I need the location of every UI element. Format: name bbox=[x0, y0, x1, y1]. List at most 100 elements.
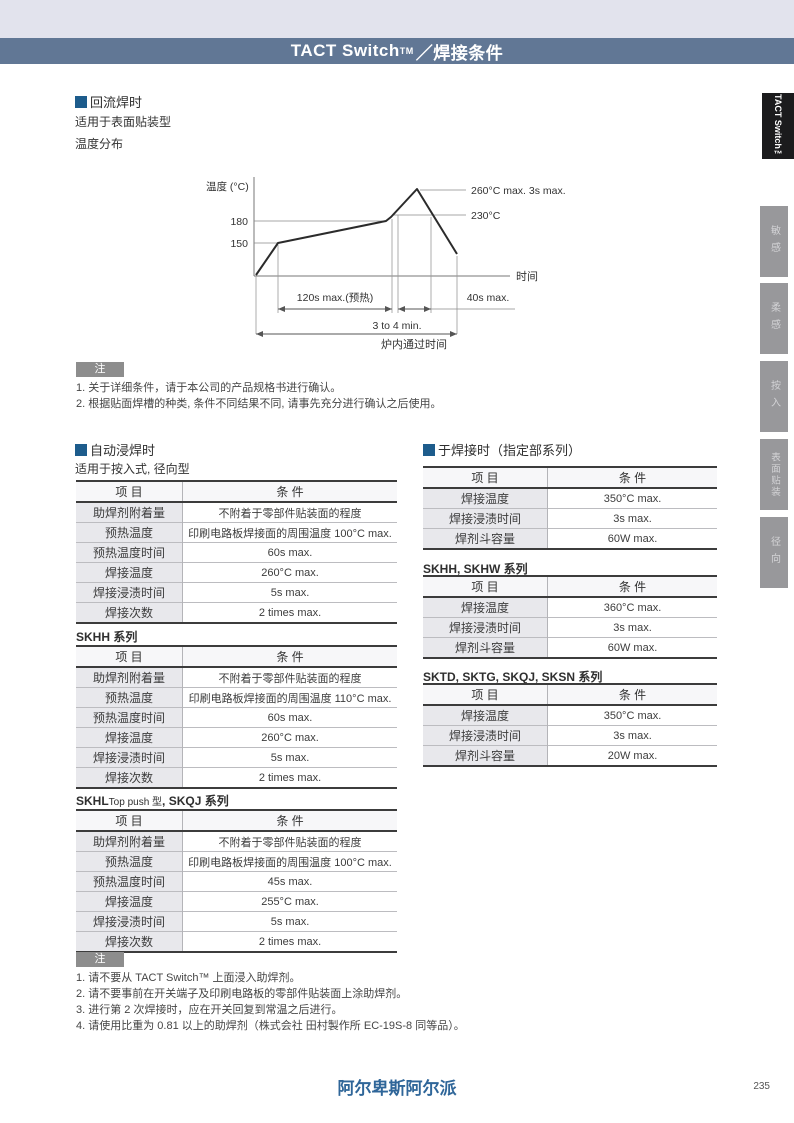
annotation-total: 3 to 4 min. bbox=[372, 320, 421, 332]
section-reflow-header: 回流焊时 bbox=[75, 92, 142, 111]
tick-180: 180 bbox=[230, 216, 248, 228]
tick-150: 150 bbox=[230, 238, 248, 250]
iron-table-default: 项 目 条 件 焊接温度 350°C max. 焊接浸渍时间 3s max. 焊剂斗… bbox=[423, 466, 717, 550]
trademark-sup: TM bbox=[399, 46, 414, 56]
iron-table-sktd-group: 项 目 条 件 焊接温度 350°C max. 焊接浸渍时间 3s max. 焊剂斗… bbox=[423, 683, 717, 767]
section-iron-title: 于焊接时（指定部系列） bbox=[438, 443, 582, 458]
side-tab-smt: 表面贴装 bbox=[760, 439, 788, 510]
section-reflow-title: 回流焊时 bbox=[90, 95, 143, 110]
page-title-cn: ／焊接条件 bbox=[415, 43, 504, 63]
table-title-skhh: SKHH 系列 bbox=[76, 630, 138, 644]
table-row: 焊接温度 350°C max. bbox=[423, 488, 717, 509]
annotation-230: 230°C bbox=[471, 210, 501, 222]
table-row: 助焊剂附着量 不附着于零部件贴装面的程度 bbox=[76, 667, 397, 688]
table-row: 焊接浸渍时间 3s max. bbox=[423, 617, 717, 638]
table-title-skhl-skqj: SKHLTop push 型, SKQJ 系列 bbox=[76, 792, 229, 809]
table-title-sktd-group: SKTD, SKTG, SKQJ, SKSN 系列 bbox=[423, 670, 603, 684]
col-header-cond: 条 件 bbox=[547, 576, 717, 598]
reflow-subtitle-1: 适用于表面贴装型 bbox=[75, 115, 172, 129]
table-row: 助焊剂附着量 不附着于零部件贴装面的程度 bbox=[76, 831, 397, 852]
table-row: 焊接次数 2 times max. bbox=[76, 931, 397, 952]
section-dip-header: 自动浸焊时 bbox=[75, 440, 155, 459]
note-item: 2. 根据贴面焊槽的种类, 条件不同结果不同, 请事先充分进行确认之后使用。 bbox=[76, 398, 442, 410]
note-item: 1. 请不要从 TACT Switch™ 上面浸入助焊剂。 bbox=[76, 972, 301, 984]
table-row: 焊剂斗容量 20W max. bbox=[423, 745, 717, 766]
arrow-left-icon bbox=[398, 306, 405, 312]
table-row: 焊接温度 350°C max. bbox=[423, 705, 717, 726]
table-row: 焊接浸渍时间 5s max. bbox=[76, 747, 397, 768]
note-item: 2. 请不要事前在开关端子及印刷电路板的零部件贴装面上涂助焊剂。 bbox=[76, 988, 408, 1000]
table-title-mid: Top push 型 bbox=[108, 797, 163, 808]
side-tab-anru: 按入 bbox=[760, 361, 788, 432]
table-title-skhh-skhw: SKHH, SKHW 系列 bbox=[423, 562, 528, 576]
table-row: 焊接浸渍时间 3s max. bbox=[423, 508, 717, 529]
table-title-bold: SKHL bbox=[76, 794, 109, 808]
section-bullet-icon bbox=[75, 95, 87, 108]
reflow-subtitle-2: 温度分布 bbox=[75, 137, 124, 151]
note-item: 3. 进行第 2 次焊接时，应在开关回复到常温之后进行。 bbox=[76, 1004, 343, 1016]
dip-table-skhh: 项 目 条 件 助焊剂附着量 不附着于零部件贴装面的程度 预热温度 印刷电路板焊接面… bbox=[76, 645, 397, 789]
table-row: 焊接浸渍时间 5s max. bbox=[76, 911, 397, 932]
chart-x-label: 时间 bbox=[516, 270, 538, 283]
col-header-item: 项 目 bbox=[423, 576, 548, 598]
table-row: 预热温度时间 45s max. bbox=[76, 871, 397, 892]
col-header-cond: 条 件 bbox=[547, 467, 717, 489]
arrow-right-icon bbox=[385, 306, 392, 312]
note-block-top: 注 1. 关于详细条件，请于本公司的产品规格书进行确认。 2. 根据贴面焊槽的种… bbox=[76, 362, 556, 412]
note-item: 4. 请使用比重为 0.81 以上的助焊剂（株式会社 田村製作所 EC-19S-… bbox=[76, 1020, 465, 1032]
page-title-latin: TACT Switch bbox=[290, 41, 400, 60]
note-item: 1. 关于详细条件，请于本公司的产品规格书进行确认。 bbox=[76, 382, 342, 394]
table-title-bold: , SKQJ 系列 bbox=[162, 794, 229, 808]
col-header-item: 项 目 bbox=[423, 467, 548, 489]
section-bullet-icon bbox=[423, 443, 435, 456]
section-bullet-icon bbox=[75, 443, 87, 456]
side-tab-minggan: 敏感 bbox=[760, 206, 788, 277]
col-header-cond: 条 件 bbox=[182, 481, 397, 503]
table-row: 预热温度 印刷电路板焊接面的周围温度 100°C max. bbox=[76, 522, 397, 543]
col-header-cond: 条 件 bbox=[182, 646, 397, 668]
table-row: 焊接温度 360°C max. bbox=[423, 597, 717, 618]
iron-table-skhh-skhw: 项 目 条 件 焊接温度 360°C max. 焊接浸渍时间 3s max. 焊剂斗… bbox=[423, 575, 717, 659]
footer-brand: 阿尔卑斯阿尔派 bbox=[337, 1079, 457, 1098]
note-block-bottom: 注 1. 请不要从 TACT Switch™ 上面浸入助焊剂。 2. 请不要事前… bbox=[76, 952, 596, 1034]
annotation-260: 260°C max. 3s max. bbox=[471, 185, 566, 197]
table-row: 预热温度 印刷电路板焊接面的周围温度 100°C max. bbox=[76, 851, 397, 872]
annotation-40s: 40s max. bbox=[467, 292, 510, 304]
top-margin-band bbox=[0, 0, 794, 38]
arrow-left-icon bbox=[256, 331, 263, 337]
col-header-cond: 条 件 bbox=[182, 810, 397, 832]
table-row: 预热温度时间 60s max. bbox=[76, 707, 397, 728]
section-dip-title: 自动浸焊时 bbox=[90, 443, 156, 458]
page-number: 235 bbox=[753, 1081, 770, 1092]
chart-y-label: 温度 (°C) bbox=[206, 180, 249, 193]
table-row: 焊接温度 260°C max. bbox=[76, 727, 397, 748]
side-tab-rougan: 柔感 bbox=[760, 283, 788, 354]
reflow-profile-chart: 温度 (°C) 180 150 时间 260°C max. 3s max. 23… bbox=[206, 177, 566, 351]
table-row: 焊接次数 2 times max. bbox=[76, 767, 397, 788]
page-title: TACT Switch TM ／焊接条件 bbox=[0, 38, 794, 64]
table-row: 焊接温度 255°C max. bbox=[76, 891, 397, 912]
section-iron-header: 于焊接时（指定部系列） bbox=[423, 440, 581, 459]
note-label: 注 bbox=[76, 952, 124, 967]
dip-subtitle: 适用于按入式, 径向型 bbox=[75, 462, 190, 476]
side-tab-radial: 径向 bbox=[760, 517, 788, 588]
table-row: 焊剂斗容量 60W max. bbox=[423, 528, 717, 549]
side-tab-tact-switch: TACT Switch™ bbox=[762, 93, 794, 159]
table-row: 焊接温度 260°C max. bbox=[76, 562, 397, 583]
dip-table-default: 项 目 条 件 助焊剂附着量 不附着于零部件贴装面的程度 预热温度 印刷电路板焊接面… bbox=[76, 480, 397, 624]
temperature-profile-line bbox=[255, 188, 458, 276]
col-header-item: 项 目 bbox=[76, 646, 183, 668]
table-row: 预热温度时间 60s max. bbox=[76, 542, 397, 563]
arrow-right-icon bbox=[450, 331, 457, 337]
dip-table-skhl-skqj: 项 目 条 件 助焊剂附着量 不附着于零部件贴装面的程度 预热温度 印刷电路板焊接面… bbox=[76, 809, 397, 953]
table-row: 焊剂斗容量 60W max. bbox=[423, 637, 717, 658]
table-row: 焊接浸渍时间 3s max. bbox=[423, 725, 717, 746]
table-row: 助焊剂附着量 不附着于零部件贴装面的程度 bbox=[76, 502, 397, 523]
table-row: 焊接次数 2 times max. bbox=[76, 602, 397, 623]
annotation-preheat: 120s max.(预热) bbox=[297, 291, 373, 304]
col-header-item: 项 目 bbox=[76, 481, 183, 503]
table-row: 焊接浸渍时间 5s max. bbox=[76, 582, 397, 603]
col-header-item: 项 目 bbox=[76, 810, 183, 832]
arrow-left-icon bbox=[278, 306, 285, 312]
